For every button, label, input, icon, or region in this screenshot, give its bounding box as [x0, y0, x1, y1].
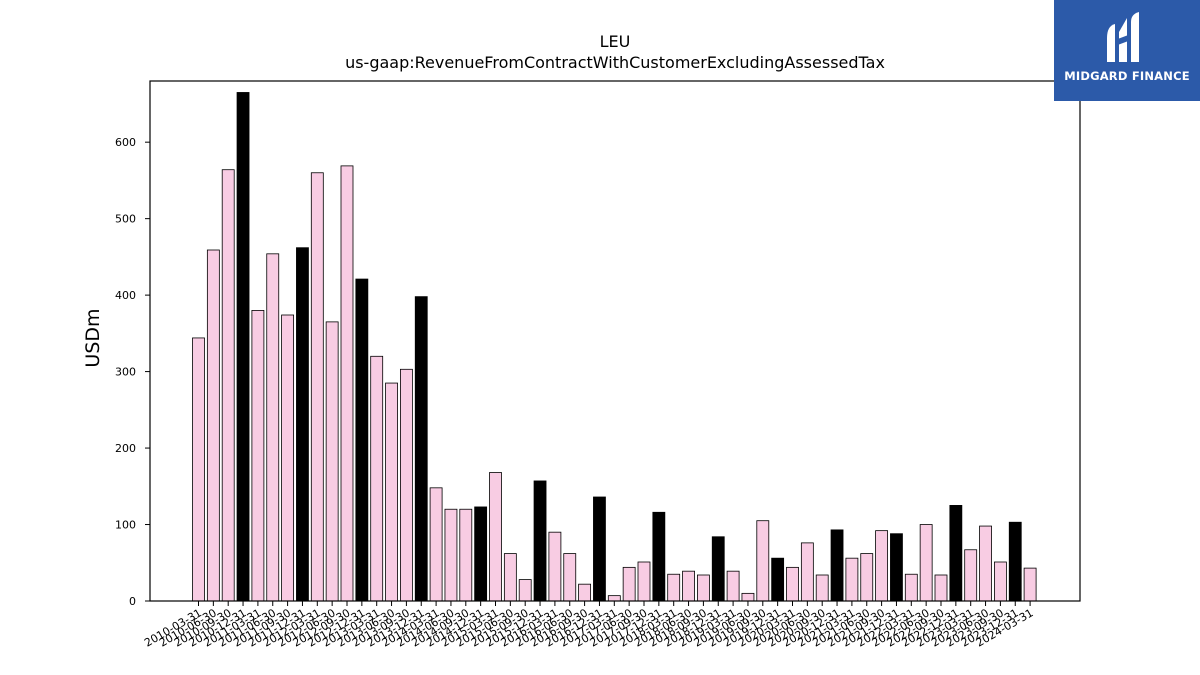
bar-2022-12-31	[949, 505, 963, 602]
y-tick-label: 600	[115, 136, 136, 149]
bar-2020-09-30	[815, 574, 829, 602]
bar-2023-12-31	[1008, 521, 1022, 602]
bar-2020-12-31	[830, 529, 844, 602]
bar-2023-09-30	[994, 561, 1007, 602]
bar-2011-03-31	[251, 310, 265, 602]
bar-2010-09-30	[221, 169, 235, 602]
bar-2010-03-31	[192, 337, 205, 602]
bar-2013-06-30	[385, 382, 398, 602]
bar-2019-06-30	[741, 592, 755, 602]
y-axis: 0 100 200 300 400 500 600	[115, 136, 150, 608]
bar-2015-03-31	[489, 472, 502, 602]
y-tick-label: 300	[115, 366, 136, 379]
bar-2023-03-31	[964, 549, 978, 602]
bar-2014-12-31	[474, 506, 488, 602]
bar-2012-06-30	[325, 321, 339, 602]
x-axis: 2010-03-312010-06-302010-09-302010-12-31…	[142, 601, 1036, 650]
bar-2013-12-31	[414, 296, 428, 602]
bar-2022-09-30	[934, 574, 948, 602]
bar-2016-09-30	[578, 583, 591, 602]
bar-2016-03-31	[548, 531, 562, 602]
bar-2021-06-30	[860, 553, 874, 602]
bar-2012-09-30	[340, 165, 354, 602]
bar-2017-09-30	[637, 561, 651, 602]
bar-2022-06-30	[919, 524, 933, 602]
bar-2010-12-31	[236, 92, 250, 602]
bar-2021-03-31	[845, 557, 859, 602]
bar-2011-12-31	[296, 247, 309, 602]
bar-2021-12-31	[890, 533, 903, 602]
y-axis-label: USDm	[82, 308, 104, 368]
bar-2016-06-30	[563, 553, 577, 602]
bar-2012-12-31	[355, 278, 369, 602]
bar-2018-09-30	[697, 574, 710, 602]
y-tick-label: 400	[115, 289, 136, 302]
bar-2017-03-31	[607, 595, 621, 602]
bar-2015-06-30	[503, 553, 517, 602]
bar-2018-03-31	[667, 573, 681, 602]
y-tick-label: 100	[115, 519, 136, 532]
bar-2021-09-30	[875, 530, 888, 602]
bar-2017-06-30	[622, 566, 636, 602]
bar-2018-12-31	[711, 536, 725, 602]
bar-2014-09-30	[459, 508, 473, 602]
bar-2020-06-30	[800, 542, 814, 602]
bar-2022-03-31	[904, 573, 918, 602]
bar-2016-12-31	[593, 496, 606, 602]
bar-2020-03-31	[786, 566, 799, 602]
chart-subtitle: us-gaap:RevenueFromContractWithCustomerE…	[345, 53, 885, 72]
midgard-logo-icon	[1107, 12, 1139, 62]
logo-text: MIDGARD FINANCE	[1064, 69, 1190, 83]
bar-2017-12-31	[652, 511, 666, 602]
y-tick-label: 500	[115, 213, 136, 226]
bar-2018-06-30	[682, 570, 695, 602]
bar-2013-03-31	[370, 355, 384, 602]
bar-2011-09-30	[281, 314, 295, 602]
bar-2014-06-30	[444, 508, 458, 602]
bar-2019-12-31	[771, 557, 785, 602]
bar-2014-03-31	[429, 487, 443, 602]
bar-2015-09-30	[518, 579, 532, 602]
bar-2012-03-31	[310, 172, 324, 602]
bar-2023-06-30	[979, 525, 992, 602]
bar-2010-06-30	[206, 249, 220, 602]
bar-2024-03-31	[1023, 567, 1037, 602]
bar-2019-03-31	[726, 570, 740, 602]
chart-title: LEU	[599, 32, 631, 51]
bar-2015-12-31	[533, 480, 547, 602]
bar-2019-09-30	[756, 520, 770, 602]
bar-2011-06-30	[266, 253, 280, 602]
y-tick-label: 0	[129, 595, 136, 608]
y-tick-label: 200	[115, 442, 136, 455]
plot-frame	[149, 80, 1081, 602]
bar-2013-09-30	[399, 368, 413, 602]
bar-group	[192, 92, 1037, 602]
